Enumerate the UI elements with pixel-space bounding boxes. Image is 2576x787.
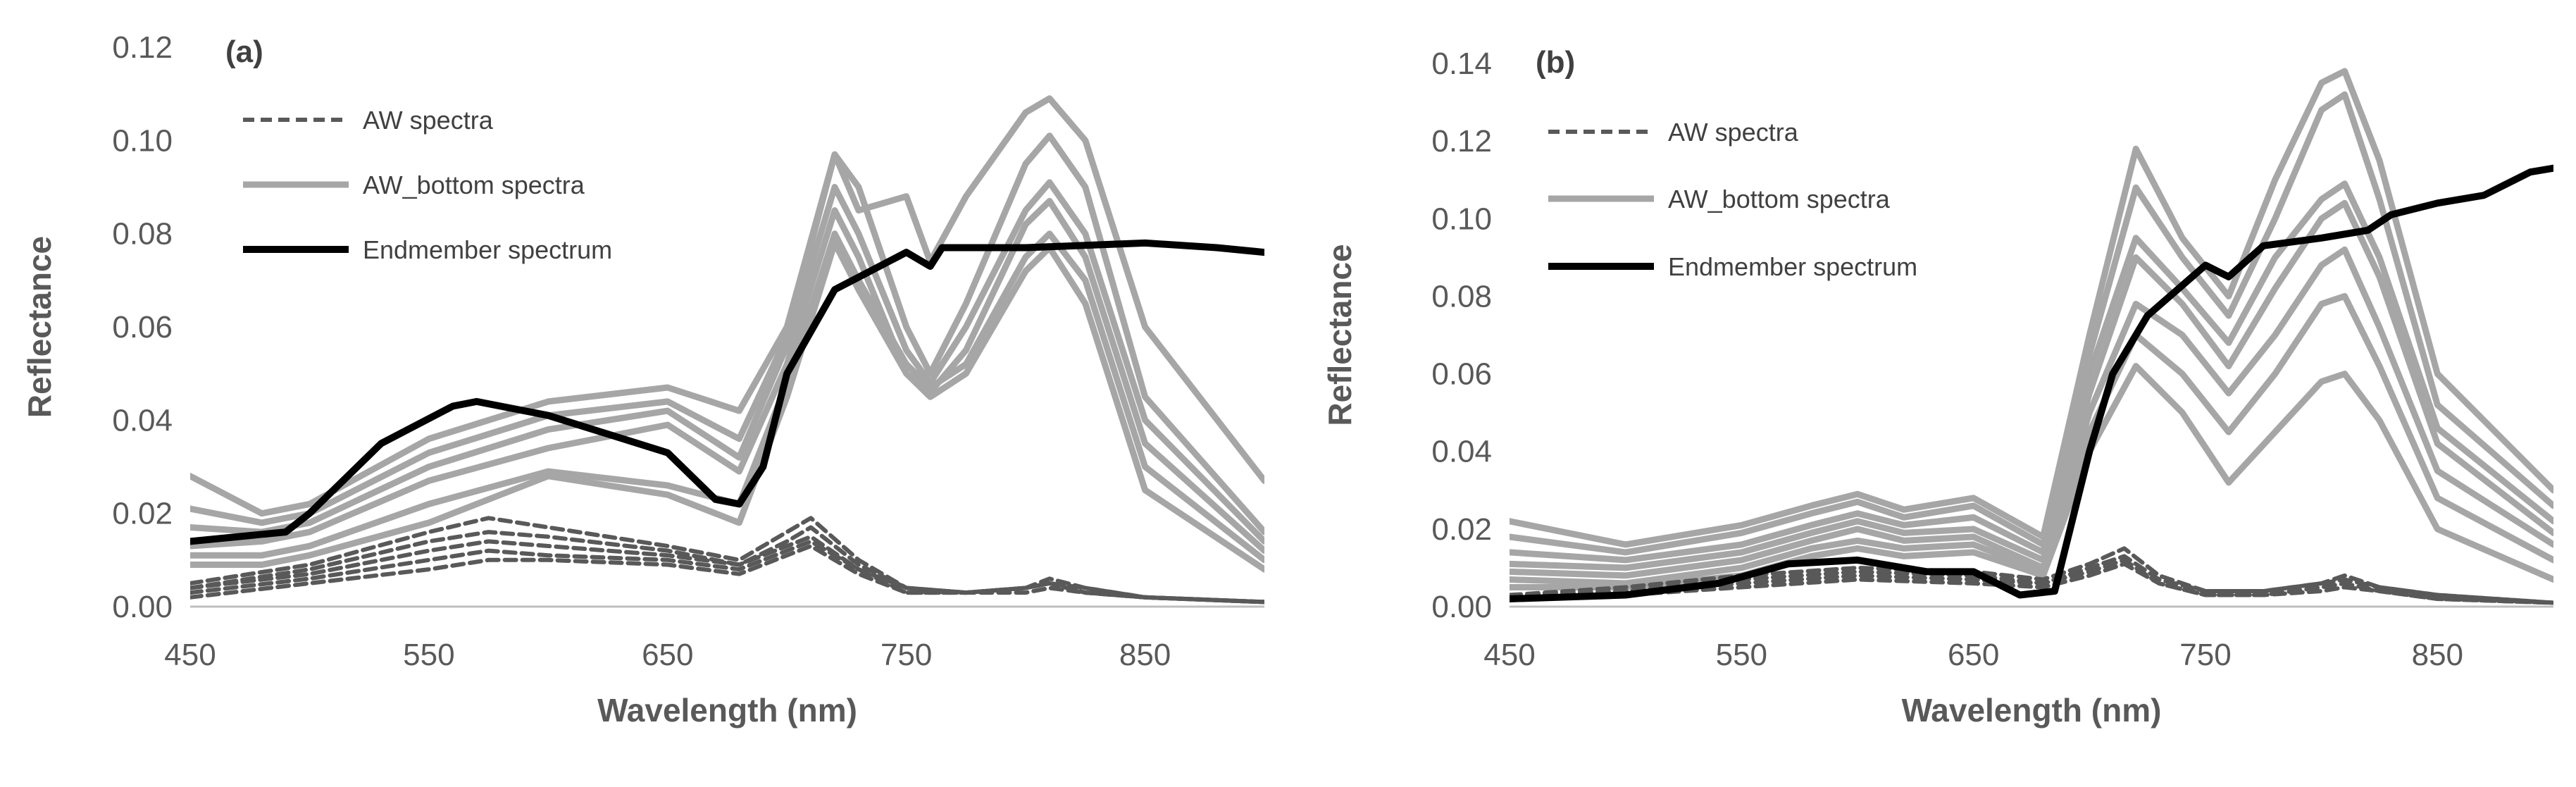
series-group [1510,68,2553,605]
series-line-aw-bottom-spectra-6 [190,132,1264,535]
series-line-aw-bottom-spectra-4 [1510,68,2553,548]
legend-label-aw-bottom-spectra: AW_bottom spectra [1668,185,1891,213]
x-tick-label: 650 [1948,638,1999,672]
series-line-aw-spectra-0 [190,516,1264,605]
legend-label-endmember-spectrum: Endmember spectrum [1668,252,1917,281]
y-tick-label: 0.02 [112,497,173,531]
y-tick-label: 0.12 [112,30,173,65]
series-line-aw-bottom-spectra-7 [1510,199,2553,571]
x-tick-label: 550 [403,638,454,672]
legend-label-aw-spectra: AW spectra [363,106,494,135]
y-tick-label: 0.08 [1431,279,1492,314]
series-line-aw-bottom-spectra-6 [1510,180,2553,564]
series-line-endmember-spectrum-11 [190,239,1264,545]
y-tick-label: 0.00 [1431,590,1492,624]
series-group [190,95,1264,605]
x-tick-label: 850 [2412,638,2463,672]
chart-panel-a: 0.00 0.02 0.04 0.06 0.08 0.10 0.12 450 550 650 750… [21,30,1264,729]
legend-label-aw-bottom-spectra: AW_bottom spectra [363,171,585,199]
y-tick-label: 0.02 [1431,512,1492,547]
x-axis-title: Wavelength (nm) [597,692,857,729]
series-line-aw-spectra-3 [1510,562,2553,605]
series-line-aw-bottom-spectra-5 [190,95,1264,517]
x-tick-label: 850 [1119,638,1171,672]
series-line-aw-spectra-2 [190,534,1264,605]
y-tick-label: 0.10 [112,123,173,158]
y-axis-title: Reflectance [21,236,58,418]
y-tick-label: 0.04 [112,403,173,438]
x-tick-label: 750 [881,638,932,672]
legend-label-aw-spectra: AW spectra [1668,118,1799,147]
panel-label: (b) [1536,45,1575,80]
series-line-endmember-spectrum-11 [1510,164,2553,602]
series-line-aw-bottom-spectra-7 [190,179,1264,545]
y-tick-label: 0.14 [1431,47,1492,81]
x-tick-label: 450 [164,638,216,672]
y-tick-label: 0.06 [1431,357,1492,392]
x-tick-label: 550 [1716,638,1767,672]
series-line-aw-bottom-spectra-8 [1510,246,2553,579]
y-tick-label: 0.06 [112,310,173,345]
series-line-aw-bottom-spectra-8 [190,197,1264,554]
x-tick-label: 450 [1483,638,1535,672]
x-tick-label: 750 [2179,638,2231,672]
chart-panel-b: 0.00 0.02 0.04 0.06 0.08 0.10 0.12 0.14 450 550 65… [1321,45,2553,729]
y-tick-label: 0.04 [1431,435,1492,469]
panel-label: (a) [225,35,263,69]
series-line-aw-bottom-spectra-9 [190,230,1264,564]
series-line-aw-bottom-spectra-5 [1510,91,2553,556]
y-tick-label: 0.00 [112,590,173,624]
series-line-aw-spectra-3 [190,539,1264,605]
y-axis-title: Reflectance [1321,244,1358,426]
series-line-aw-spectra-1 [1510,554,2553,605]
x-tick-label: 650 [642,638,693,672]
y-tick-label: 0.12 [1431,124,1492,159]
series-line-aw-spectra-1 [190,525,1264,605]
series-line-aw-spectra-4 [190,544,1264,605]
legend-label-endmember-spectrum: Endmember spectrum [363,235,612,264]
y-tick-label: 0.10 [1431,202,1492,236]
y-tick-label: 0.08 [112,217,173,252]
series-line-aw-bottom-spectra-10 [1510,363,2553,590]
x-axis-title: Wavelength (nm) [1902,692,2162,729]
series-line-aw-bottom-spectra-10 [190,240,1264,573]
